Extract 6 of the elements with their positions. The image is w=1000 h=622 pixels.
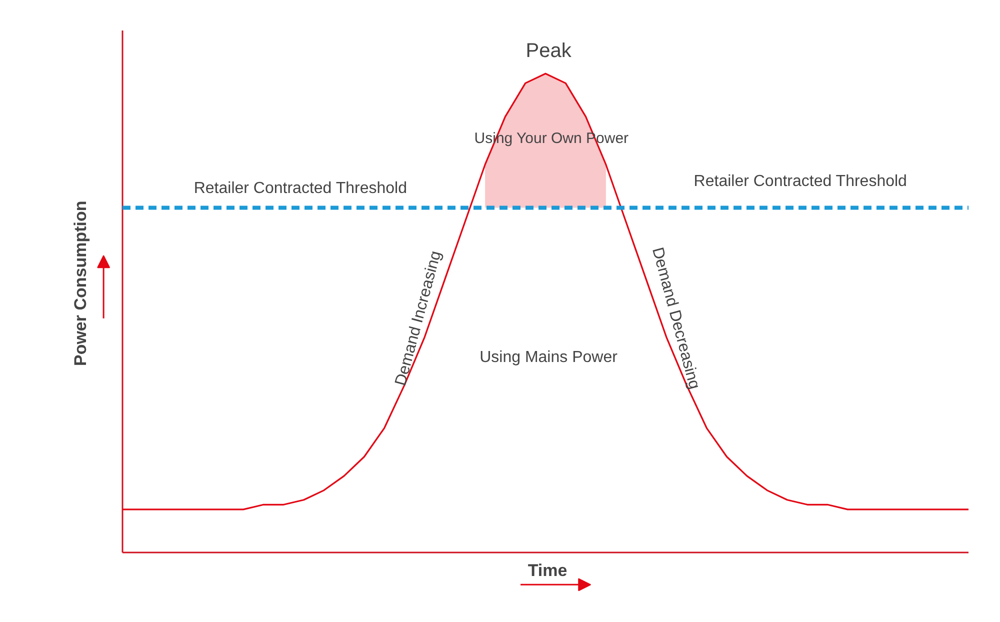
ref-line-label: Retailer Contracted Threshold	[194, 180, 407, 198]
text: Peak	[526, 40, 572, 62]
annotation: Retailer Contracted Threshold	[694, 172, 907, 190]
x-axis-title: Time	[528, 561, 568, 580]
y-axis-title: Power Consumption	[71, 200, 90, 366]
annotation: Using Mains Power	[480, 349, 618, 366]
